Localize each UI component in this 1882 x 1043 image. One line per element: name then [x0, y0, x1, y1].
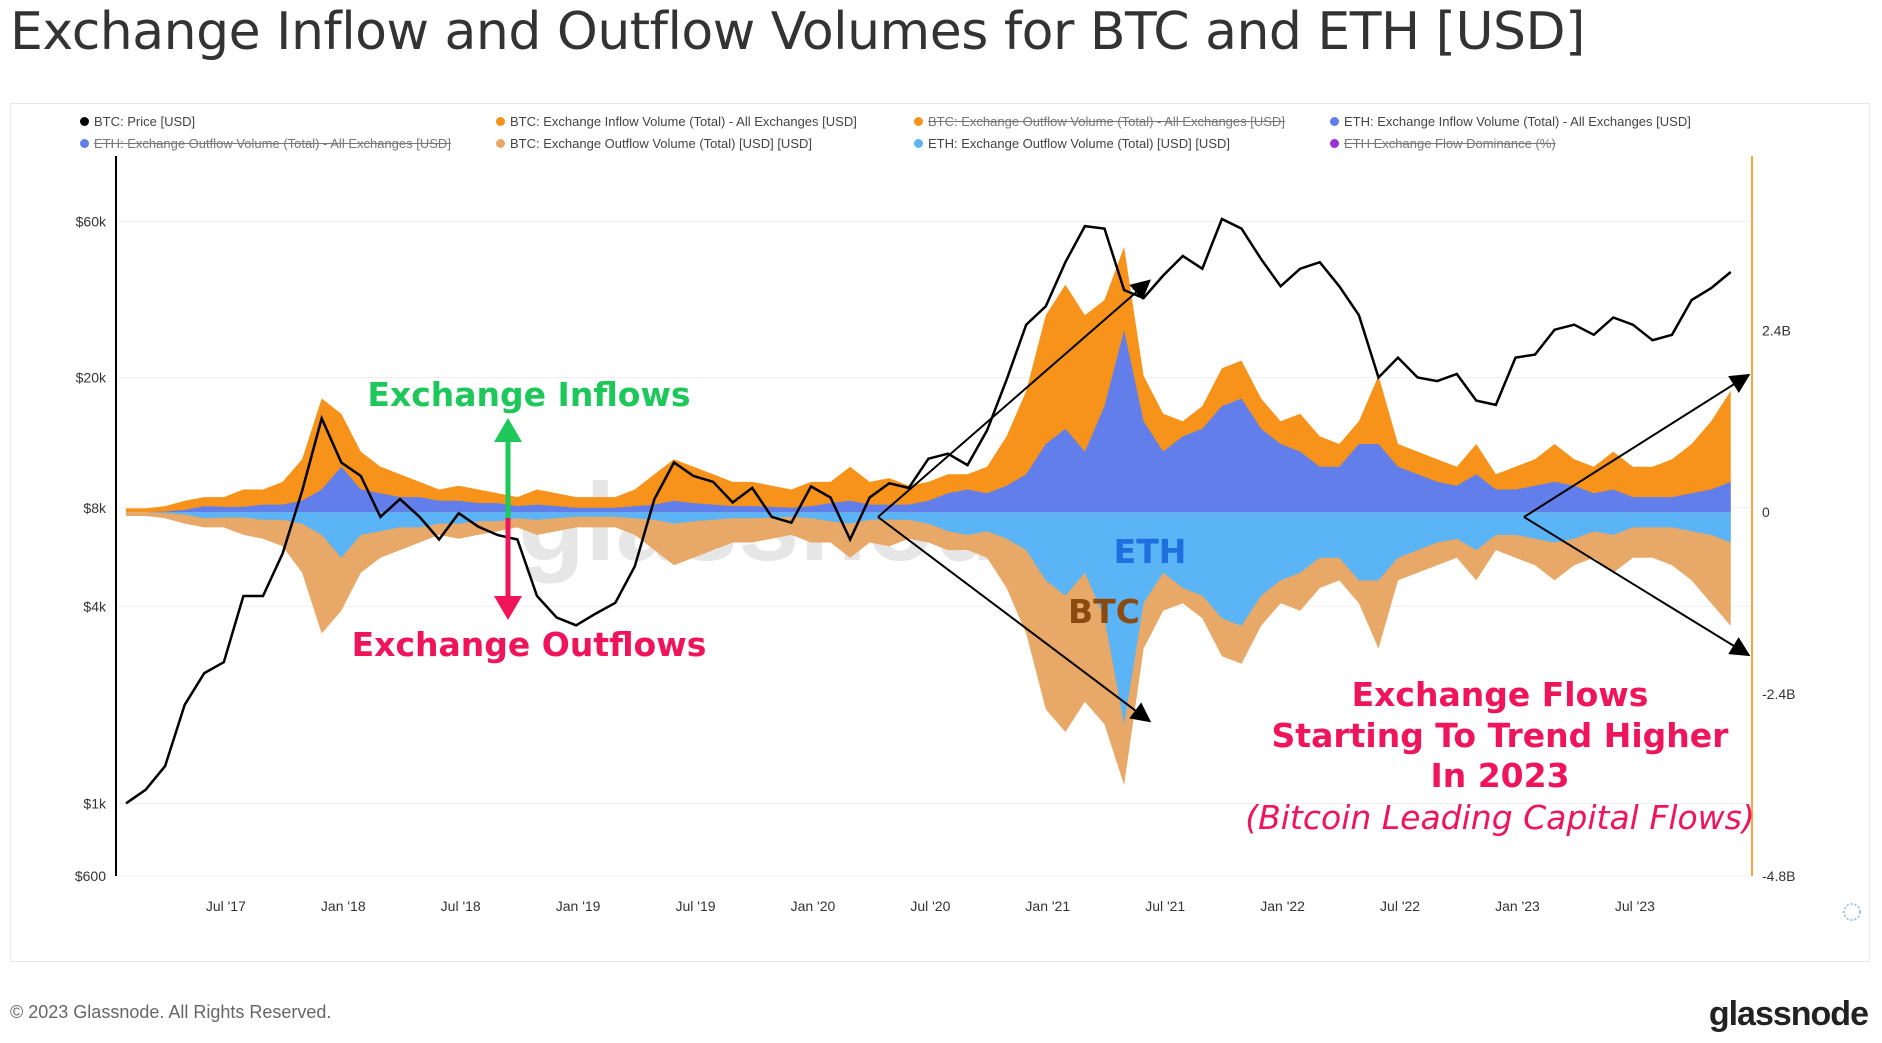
trend-arrow-up-2021 [877, 279, 1152, 518]
x-tick-label: Jan '23 [1495, 898, 1540, 914]
legend-item-btc-price[interactable]: BTC: Price [USD] [80, 114, 195, 129]
loading-icon [1843, 903, 1861, 921]
right-tick-label: -2.4B [1762, 686, 1795, 702]
legend-dot-icon [80, 117, 89, 126]
area-eth-exchange-inflow-volume [126, 330, 1731, 513]
x-tick-label: Jul '18 [441, 898, 481, 914]
x-tick-label: Jan '21 [1025, 898, 1070, 914]
exchange-outflows-label: Exchange Outflows [352, 625, 707, 664]
trend-text-line-1: Exchange Flows [1352, 675, 1649, 714]
trend-arrow-down-2023 [1523, 516, 1751, 657]
legend-dot-icon [80, 139, 89, 148]
flow-areas [126, 246, 1731, 786]
copyright: © 2023 Glassnode. All Rights Reserved. [10, 1002, 332, 1022]
legend-item-btc-outflow[interactable]: BTC: Exchange Outflow Volume (Total) [US… [496, 136, 812, 151]
x-tick-label: Jul '22 [1380, 898, 1420, 914]
left-tick-label: $8k [83, 500, 107, 516]
x-tick-label: Jul '21 [1145, 898, 1185, 914]
x-tick-label: Jan '19 [556, 898, 601, 914]
left-tick-label: $60k [76, 213, 107, 229]
legend-dot-icon [496, 139, 505, 148]
x-tick-label: Jul '17 [206, 898, 246, 914]
glassnode-logo: glassnode [1708, 995, 1869, 1033]
right-tick-label: -4.8B [1762, 868, 1795, 884]
left-tick-label: $4k [83, 598, 107, 614]
legend-dot-icon [914, 117, 923, 126]
x-tick-label: Jul '19 [676, 898, 716, 914]
legend-item-btc-inflow[interactable]: BTC: Exchange Inflow Volume (Total) - Al… [496, 114, 857, 129]
area-btc-exchange-outflow-volume [126, 512, 1731, 786]
legend-item-eth-dominance[interactable]: ETH Exchange Flow Dominance (%) [1330, 136, 1556, 151]
trend-text-line-3: In 2023 [1430, 756, 1569, 795]
chart-frame [10, 103, 1870, 962]
legend-dot-icon [1330, 139, 1339, 148]
btc-label: BTC [1068, 592, 1140, 631]
right-tick-label: 0 [1762, 504, 1770, 520]
x-tick-label: Jul '20 [910, 898, 950, 914]
left-tick-label: $20k [76, 370, 107, 386]
area-eth-exchange-outflow-volume [126, 512, 1731, 725]
area-btc-exchange-inflow-volume [126, 246, 1731, 513]
x-tick-label: Jan '18 [321, 898, 366, 914]
axis-ticks: $600 $1k $4k $8k $20k $60k -4.8B -2.4B 0 2.4B Jul … [75, 213, 1796, 914]
legend-dot-icon [496, 117, 505, 126]
left-tick-label: $1k [83, 795, 107, 811]
trend-lines [877, 279, 1751, 723]
left-tick-label: $600 [75, 868, 106, 884]
legend-item-eth-inflow[interactable]: ETH: Exchange Inflow Volume (Total) - Al… [1330, 114, 1691, 129]
trend-arrow-up-2023 [1523, 373, 1751, 518]
outflow-arrow [494, 518, 522, 620]
x-tick-label: Jan '22 [1260, 898, 1305, 914]
btc-price-line [125, 217, 1732, 805]
legend-dot-icon [1330, 117, 1339, 126]
trend-text-line-2: Starting To Trend Higher [1272, 716, 1730, 755]
exchange-inflows-label: Exchange Inflows [367, 375, 690, 414]
eth-label: ETH [1114, 532, 1187, 571]
chart-title: Exchange Inflow and Outflow Volumes for … [10, 2, 1585, 62]
legend-item-eth-outflow-all[interactable]: ETH: Exchange Outflow Volume (Total) - A… [80, 136, 451, 151]
legend-dot-icon [914, 139, 923, 148]
price-line-group [125, 217, 1732, 805]
trend-subtext: (Bitcoin Leading Capital Flows) [1245, 798, 1755, 837]
right-tick-label: 2.4B [1762, 322, 1791, 338]
legend-item-eth-outflow[interactable]: ETH: Exchange Outflow Volume (Total) [US… [914, 136, 1230, 151]
x-tick-label: Jan '20 [791, 898, 836, 914]
x-tick-label: Jul '23 [1615, 898, 1655, 914]
inflow-arrow [494, 418, 522, 518]
trend-arrow-down-2021 [877, 516, 1152, 723]
legend-item-btc-outflow-all[interactable]: BTC: Exchange Outflow Volume (Total) - A… [914, 114, 1285, 129]
